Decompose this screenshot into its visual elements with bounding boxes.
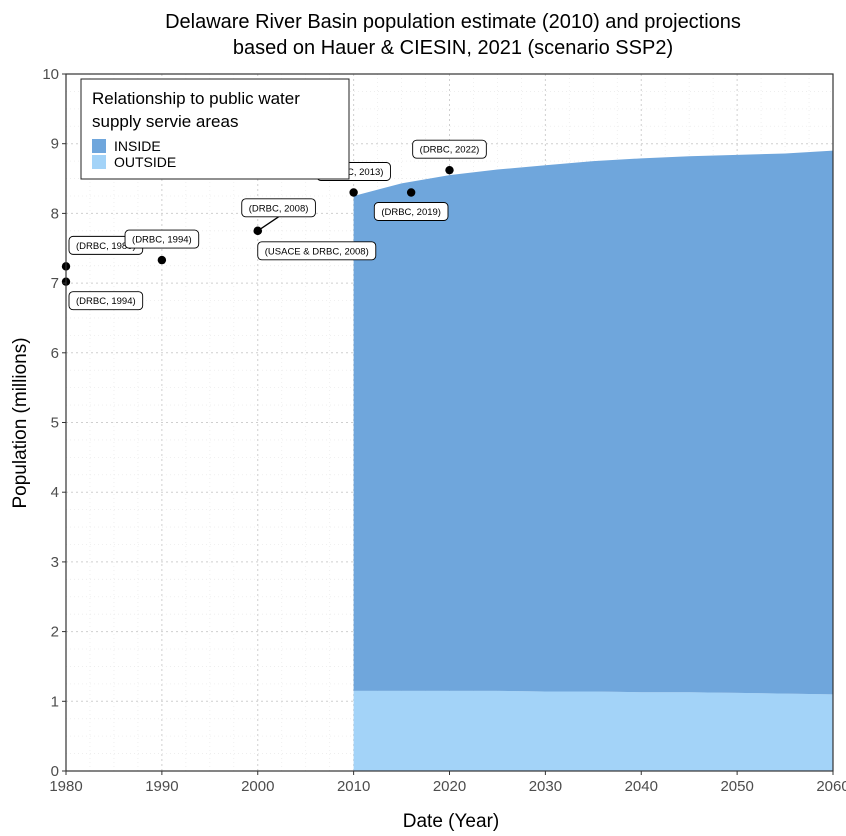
- legend-title-line1: Relationship to public water: [92, 89, 300, 108]
- x-tick-label: 2030: [529, 778, 562, 795]
- annotation-7: (DRBC, 2022): [412, 139, 487, 175]
- x-tick-label: 1990: [145, 778, 178, 795]
- annotation-box: [373, 202, 449, 221]
- legend-swatch-inside: [92, 139, 106, 153]
- x-tick-label: 2020: [433, 778, 466, 795]
- annotation-6: (DRBC, 2019): [373, 188, 449, 221]
- annotation-4: (USACE & DRBC, 2008): [253, 226, 377, 261]
- y-axis-ticks: 0 1 2 3 4 5 6 7 8 9 10: [42, 66, 66, 780]
- annotation-box: [412, 139, 487, 159]
- data-point: [253, 226, 262, 236]
- area-series: [353, 150, 833, 771]
- y-tick-label: 8: [51, 205, 59, 222]
- data-point: [349, 188, 358, 197]
- annotation-label: (USACE & DRBC, 2008): [265, 246, 369, 257]
- annotation-label: (DRBC, 2013): [324, 167, 384, 178]
- annotation-1: (DRBC, 1994): [61, 277, 144, 311]
- y-tick-label: 10: [42, 66, 59, 83]
- legend: Relationship to public water supply serv…: [80, 78, 350, 180]
- x-axis-title: Date (Year): [403, 811, 499, 832]
- legend-box: [80, 78, 350, 180]
- annotation-box: [241, 198, 316, 218]
- annotation-box: [257, 241, 377, 261]
- legend-label-inside: INSIDE: [114, 138, 161, 154]
- x-tick-label: 2040: [625, 778, 658, 795]
- data-point: [445, 165, 454, 175]
- y-tick-label: 4: [51, 484, 59, 501]
- x-tick-label: 1980: [49, 778, 82, 795]
- area-outside: [353, 690, 833, 771]
- data-point: [157, 255, 167, 265]
- x-axis-ticks: 1980 1990 2000 2010 2020 2030 2040 2050 2060: [49, 771, 846, 795]
- annotation-label: (DRBC, 1994): [76, 296, 136, 307]
- y-tick-label: 5: [51, 415, 59, 432]
- legend-label-outside: OUTSIDE: [114, 154, 176, 170]
- y-axis-title: Population (millions): [10, 337, 31, 508]
- x-tick-label: 2000: [241, 778, 274, 795]
- annotation-2: (DRBC, 1994): [124, 229, 200, 265]
- data-point: [406, 188, 416, 197]
- y-tick-label: 0: [51, 763, 59, 780]
- y-tick-label: 6: [51, 345, 59, 362]
- annotation-box: [68, 291, 144, 311]
- x-tick-label: 2060: [816, 778, 846, 795]
- y-tick-label: 7: [51, 275, 59, 292]
- y-tick-label: 9: [51, 136, 59, 153]
- annotation-label: (DRBC, 1994): [132, 235, 192, 246]
- x-tick-label: 2010: [337, 778, 370, 795]
- legend-swatch-outside: [92, 155, 106, 169]
- annotation-3: (DRBC, 2008): [241, 198, 316, 236]
- y-tick-label: 1: [51, 693, 59, 710]
- x-tick-label: 2050: [720, 778, 753, 795]
- chart-title-line1: Delaware River Basin population estimate…: [165, 11, 741, 33]
- annotations: (DRBC, 1980)(DRBC, 1994)(DRBC, 1994)(DRB…: [61, 139, 487, 311]
- annotation-label: (DRBC, 2008): [249, 203, 309, 214]
- annotation-label: (DRBC, 2022): [420, 145, 480, 156]
- annotation-label: (DRBC, 1980): [76, 241, 136, 252]
- annotation-label: (DRBC, 2019): [381, 207, 441, 218]
- chart-title-line2: based on Hauer & CIESIN, 2021 (scenario …: [233, 37, 673, 59]
- y-tick-label: 2: [51, 624, 59, 641]
- legend-title-line2: supply servie areas: [92, 112, 238, 131]
- area-inside: [353, 150, 833, 695]
- annotation-box: [124, 229, 200, 249]
- y-tick-label: 3: [51, 554, 59, 571]
